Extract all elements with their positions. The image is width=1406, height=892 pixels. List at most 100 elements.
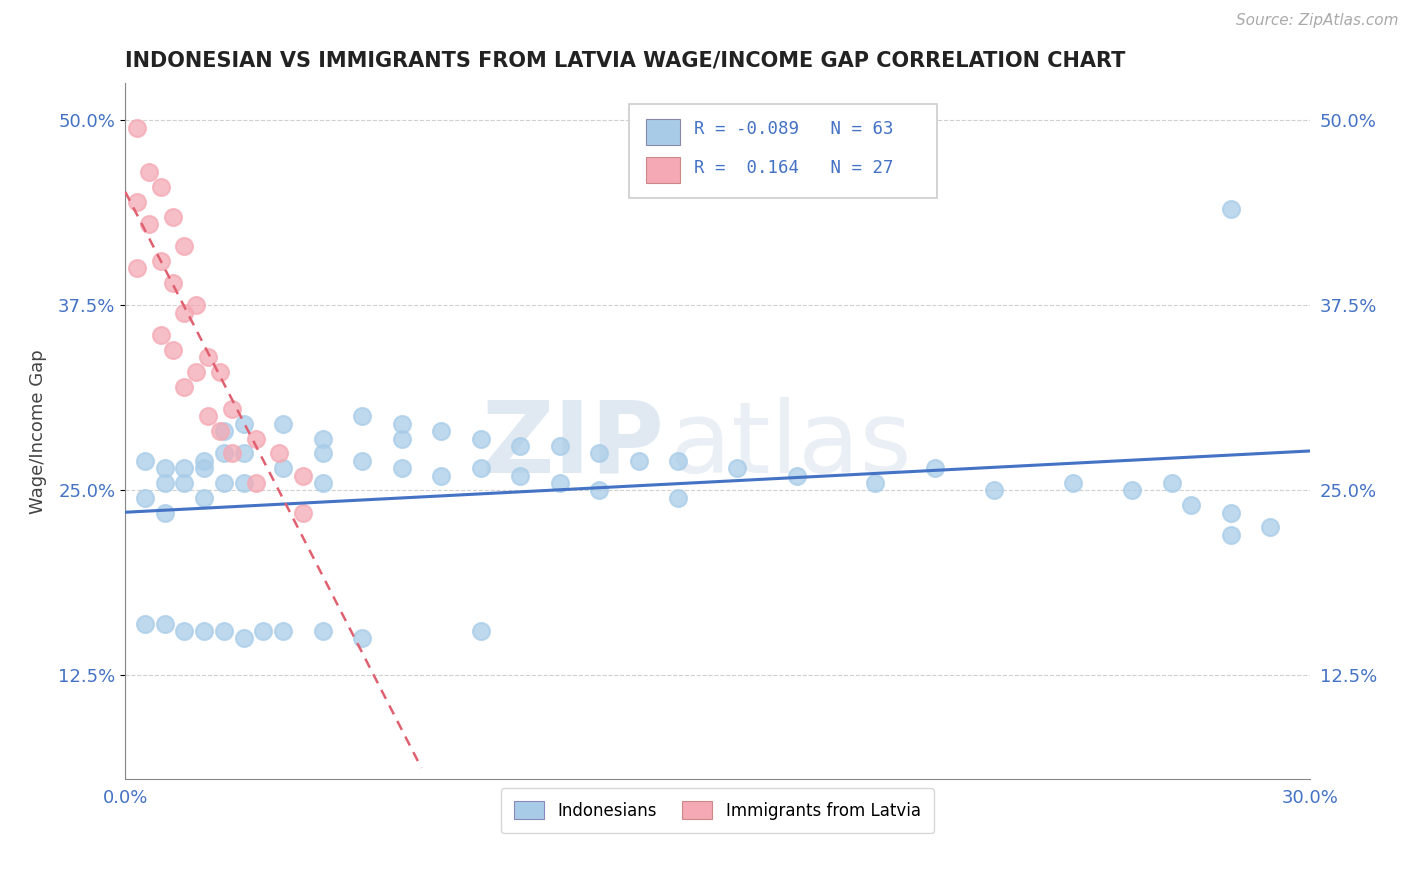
Legend: Indonesians, Immigrants from Latvia: Indonesians, Immigrants from Latvia <box>501 788 934 833</box>
Point <box>221 401 243 416</box>
Point <box>470 432 492 446</box>
Point <box>924 461 946 475</box>
Point <box>470 624 492 638</box>
Point <box>212 446 235 460</box>
FancyBboxPatch shape <box>628 104 936 198</box>
Point <box>162 343 184 357</box>
Point <box>134 491 156 505</box>
Point <box>983 483 1005 498</box>
Point <box>127 194 149 209</box>
Point <box>134 616 156 631</box>
Point <box>212 424 235 438</box>
Point <box>865 475 887 490</box>
Point <box>232 632 254 646</box>
Point <box>1062 475 1084 490</box>
Point <box>352 409 374 424</box>
Point <box>312 475 335 490</box>
Point <box>149 254 172 268</box>
Point <box>1160 475 1182 490</box>
Point <box>193 624 215 638</box>
Point <box>391 432 413 446</box>
Point <box>352 454 374 468</box>
Point <box>786 468 808 483</box>
Point <box>193 454 215 468</box>
Point <box>149 327 172 342</box>
Point <box>588 446 610 460</box>
Point <box>197 409 219 424</box>
Point <box>127 120 149 135</box>
Point <box>162 276 184 290</box>
Point <box>232 475 254 490</box>
Text: Source: ZipAtlas.com: Source: ZipAtlas.com <box>1236 13 1399 29</box>
Point <box>162 210 184 224</box>
Point <box>173 239 195 253</box>
Point <box>1219 202 1241 216</box>
Point <box>666 454 689 468</box>
Point <box>312 446 335 460</box>
Point <box>391 417 413 431</box>
Text: atlas: atlas <box>671 397 912 493</box>
Point <box>548 439 571 453</box>
Text: R = -0.089   N = 63: R = -0.089 N = 63 <box>695 120 893 138</box>
Point <box>173 475 195 490</box>
Point <box>1219 527 1241 541</box>
Point <box>430 424 453 438</box>
Y-axis label: Wage/Income Gap: Wage/Income Gap <box>30 349 46 514</box>
Point <box>186 298 208 312</box>
Point <box>430 468 453 483</box>
Point <box>212 475 235 490</box>
Point <box>391 461 413 475</box>
Point <box>548 475 571 490</box>
Point <box>149 180 172 194</box>
Point <box>173 380 195 394</box>
Point <box>232 446 254 460</box>
Text: INDONESIAN VS IMMIGRANTS FROM LATVIA WAGE/INCOME GAP CORRELATION CHART: INDONESIAN VS IMMIGRANTS FROM LATVIA WAG… <box>125 51 1126 70</box>
Point <box>291 468 314 483</box>
Point <box>1219 506 1241 520</box>
Point <box>208 365 231 379</box>
Point <box>134 454 156 468</box>
Point <box>1121 483 1143 498</box>
Point <box>153 475 176 490</box>
Point <box>173 461 195 475</box>
Text: ZIP: ZIP <box>481 397 664 493</box>
Point <box>666 491 689 505</box>
Point <box>208 424 231 438</box>
Point <box>153 616 176 631</box>
Point <box>212 624 235 638</box>
Point <box>252 624 274 638</box>
Point <box>232 417 254 431</box>
Point <box>221 446 243 460</box>
Point <box>271 624 294 638</box>
Point <box>470 461 492 475</box>
Point <box>588 483 610 498</box>
Point <box>1260 520 1282 534</box>
Point <box>197 350 219 364</box>
Point <box>245 432 267 446</box>
FancyBboxPatch shape <box>647 158 679 183</box>
Point <box>271 417 294 431</box>
Point <box>153 461 176 475</box>
Point <box>725 461 748 475</box>
Point <box>193 491 215 505</box>
Point <box>509 468 531 483</box>
Point <box>173 306 195 320</box>
Point <box>509 439 531 453</box>
Point <box>312 432 335 446</box>
Point <box>245 475 267 490</box>
Point <box>138 217 160 231</box>
Point <box>138 165 160 179</box>
FancyBboxPatch shape <box>647 120 679 145</box>
Point <box>186 365 208 379</box>
Text: R =  0.164   N = 27: R = 0.164 N = 27 <box>695 159 893 177</box>
Point <box>627 454 650 468</box>
Point <box>173 624 195 638</box>
Point <box>291 506 314 520</box>
Point <box>312 624 335 638</box>
Point <box>153 506 176 520</box>
Point <box>271 461 294 475</box>
Point <box>352 632 374 646</box>
Point <box>193 461 215 475</box>
Point <box>127 261 149 276</box>
Point <box>269 446 291 460</box>
